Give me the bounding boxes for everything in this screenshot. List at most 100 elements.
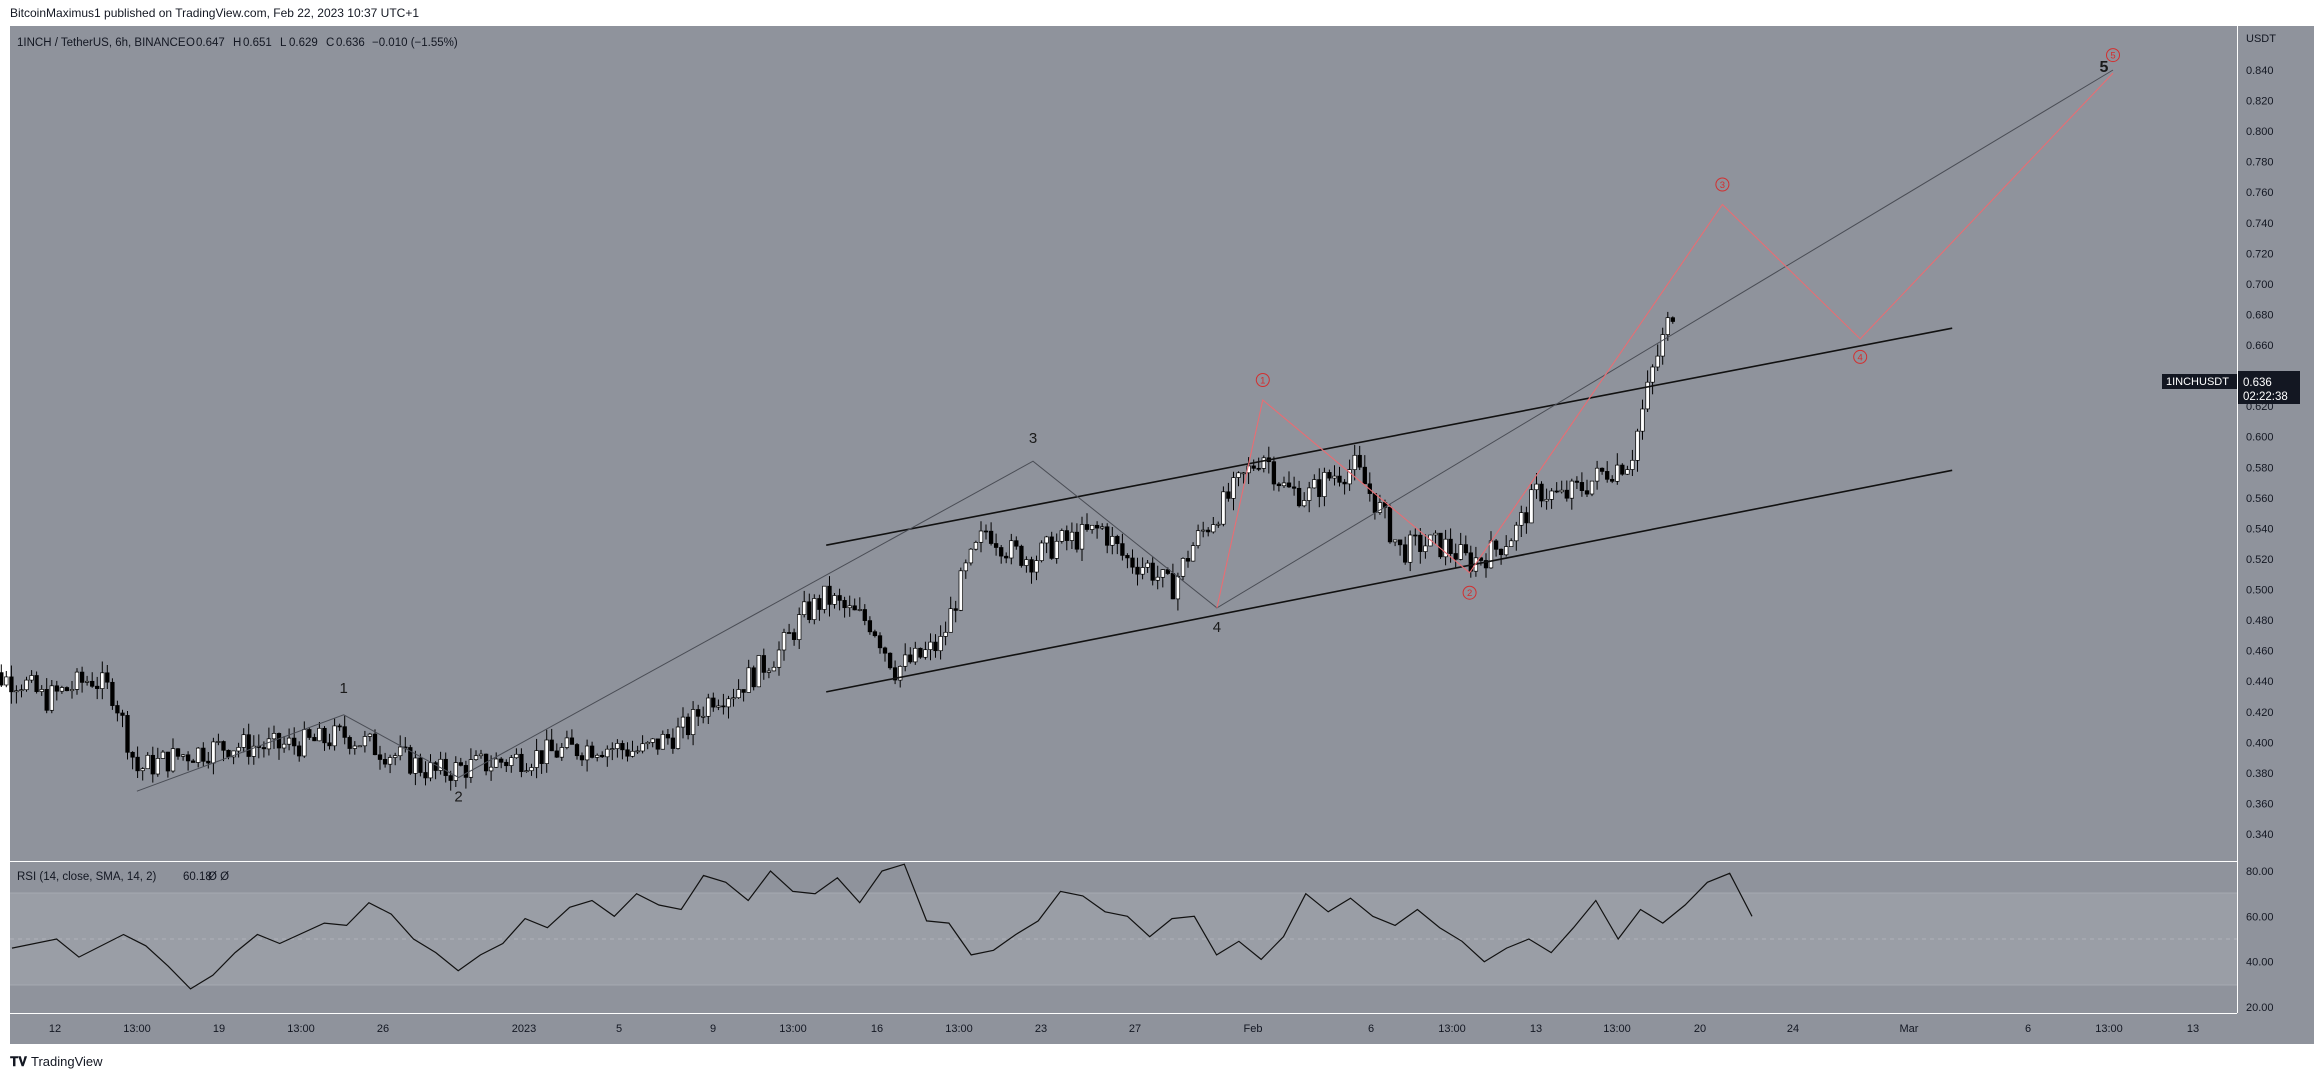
candle-up xyxy=(650,738,655,743)
candle-up xyxy=(1640,408,1645,432)
last-price-value: 0.636 xyxy=(2243,377,2272,389)
candle-up xyxy=(1034,560,1039,573)
candle-down xyxy=(463,765,469,778)
candle-up xyxy=(302,729,307,757)
candle-down xyxy=(1574,480,1580,483)
price-tick-label: 0.340 xyxy=(2246,829,2274,841)
candle-down xyxy=(751,667,756,688)
candle-down xyxy=(150,754,155,775)
candle-down xyxy=(807,601,812,620)
candle-up xyxy=(266,738,272,750)
candle-down xyxy=(1453,553,1458,560)
candle-down xyxy=(246,734,251,757)
candle-down xyxy=(1413,534,1418,537)
candle-down xyxy=(1150,562,1155,581)
candle-down xyxy=(9,676,14,693)
candle-up xyxy=(1615,464,1620,482)
candle-down xyxy=(1286,482,1292,488)
candle-up xyxy=(1589,480,1595,495)
candle-down xyxy=(877,635,883,649)
candle-down xyxy=(1579,482,1585,491)
candle-up xyxy=(766,670,772,673)
projected-wave-label-4: 4 xyxy=(1858,352,1863,363)
candle-up xyxy=(1377,502,1383,513)
candle-up xyxy=(317,727,322,742)
price-chart-svg[interactable]: 80.00 60.00 40.00 20.00 0.840 0.820 0.800 0.78… xyxy=(0,26,2314,1044)
price-tick-label: 0.580 xyxy=(2246,462,2274,474)
candle-down xyxy=(125,715,130,753)
candle-down xyxy=(569,737,575,745)
candle-up xyxy=(524,770,529,773)
candle-up xyxy=(1559,489,1564,493)
time-axis: 12 13:00 19 13:00 26 2023 5 9 13:00 16 13:00 23 27 Fe… xyxy=(49,1023,2199,1035)
candle-down xyxy=(34,675,39,692)
price-tick-label: 0.560 xyxy=(2246,493,2274,505)
candle-down xyxy=(1115,536,1120,544)
candle-up xyxy=(1241,472,1246,475)
time-tick-label: 20 xyxy=(1694,1023,1706,1035)
time-tick-label: 12 xyxy=(49,1023,61,1035)
time-tick-label: 2023 xyxy=(512,1023,536,1035)
candle-up xyxy=(1443,538,1448,558)
time-scale-bg[interactable] xyxy=(10,1013,2314,1044)
candle-up xyxy=(630,750,635,757)
candle-up xyxy=(847,605,852,609)
candle-down xyxy=(1019,545,1024,566)
candle-up xyxy=(968,548,974,564)
candle-down xyxy=(1554,490,1559,493)
candle-up xyxy=(1180,558,1186,577)
candle-up xyxy=(241,734,246,748)
candle-down xyxy=(1029,559,1034,573)
candle-down xyxy=(135,756,140,772)
time-tick-label: 16 xyxy=(871,1023,883,1035)
symbol-legend[interactable]: 1INCH / TetherUS, 6h, BINANCE xyxy=(17,37,186,49)
candle-up xyxy=(1140,567,1145,575)
wave-label-3: 3 xyxy=(1029,430,1037,447)
candle-up xyxy=(726,698,731,708)
candle-up xyxy=(1312,479,1317,489)
candle-down xyxy=(1357,454,1362,468)
candle-up xyxy=(559,747,564,758)
candle-up xyxy=(251,745,256,757)
low-label: L xyxy=(280,37,287,49)
candle-down xyxy=(933,641,938,652)
candle-down xyxy=(665,734,671,739)
candle-up xyxy=(1089,524,1095,530)
candle-down xyxy=(499,758,504,763)
tradingview-logo-icon: 𝐓𝐕 xyxy=(10,1054,27,1069)
candle-down xyxy=(292,737,297,747)
candle-down xyxy=(554,750,559,758)
candle-up xyxy=(973,542,979,550)
time-tick-label: 6 xyxy=(2025,1023,2031,1035)
price-tick-label: 0.820 xyxy=(2246,96,2274,108)
candle-up xyxy=(584,745,590,761)
chart-area[interactable]: 80.00 60.00 40.00 20.00 0.840 0.820 0.800 0.78… xyxy=(0,26,2314,1044)
rsi-tick-label: 80.00 xyxy=(2246,866,2274,878)
projected-wave-marker-circle xyxy=(1255,373,1270,387)
candle-up xyxy=(1175,575,1181,600)
rsi-axis: 80.00 60.00 40.00 20.00 xyxy=(2246,866,2274,1014)
candle-up xyxy=(746,667,751,693)
candle-up xyxy=(1650,366,1655,383)
candle-down xyxy=(983,530,989,533)
candle-up xyxy=(211,741,216,764)
candle-down xyxy=(1206,529,1211,533)
tradingview-logo[interactable]: 𝐓𝐕 TradingView xyxy=(10,1054,103,1070)
rsi-legend[interactable]: RSI (14, close, SMA, 14, 2) xyxy=(17,871,157,883)
candle-down xyxy=(1493,540,1499,550)
elliott-wave-count-line xyxy=(136,69,2114,792)
price-scale-bg[interactable] xyxy=(2237,26,2314,1044)
candle-down xyxy=(1403,544,1408,563)
candle-down xyxy=(0,672,4,686)
candle-down xyxy=(1463,544,1468,554)
candle-up xyxy=(393,755,398,758)
candle-down xyxy=(549,739,554,752)
time-tick-label: 13 xyxy=(1530,1023,1542,1035)
candle-up xyxy=(1201,529,1206,532)
open-label: O xyxy=(186,37,195,49)
price-tick-label: 0.540 xyxy=(2246,523,2274,535)
candle-up xyxy=(514,753,519,759)
ohlc-legend: O 0.647 H 0.651 L 0.629 C 0.636 −0.010 (… xyxy=(186,37,458,49)
candle-down xyxy=(918,647,923,658)
candle-up xyxy=(1039,542,1044,561)
